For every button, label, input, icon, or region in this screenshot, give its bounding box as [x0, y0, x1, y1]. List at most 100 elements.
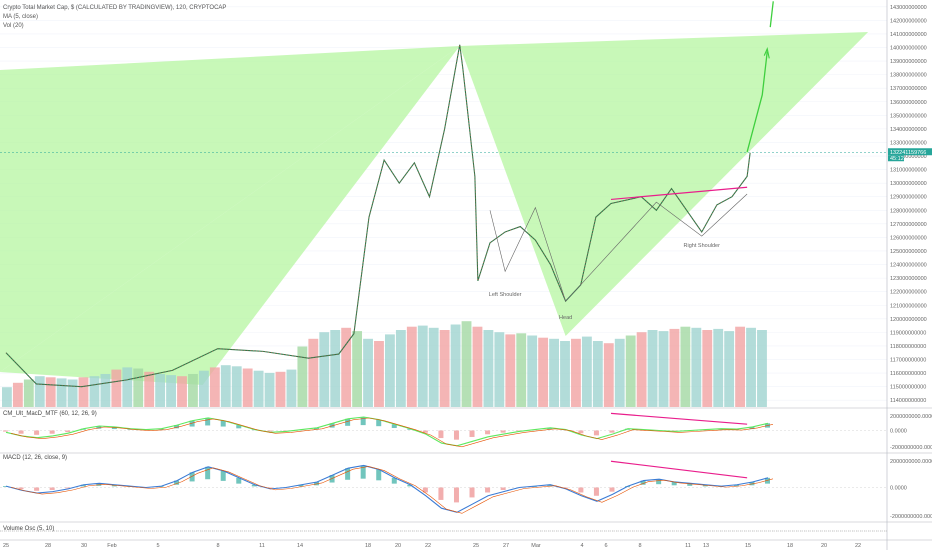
- indicator-histogram-bar: [438, 487, 444, 500]
- volume-bar: [560, 341, 570, 407]
- volume-bar: [231, 366, 242, 407]
- indicator-histogram-bar: [407, 428, 413, 430]
- ma-line: [5, 44, 751, 387]
- indicator-histogram-bar: [80, 484, 86, 487]
- indicator-tick-label: -2000000000.0000: [890, 514, 932, 520]
- volume-bar: [395, 330, 406, 407]
- indicator-histogram-bar: [49, 430, 55, 434]
- volume-bar: [188, 374, 198, 407]
- volume-bar: [658, 331, 669, 407]
- volume-bar: [89, 376, 100, 407]
- indicator-histogram-bar: [547, 427, 553, 430]
- resistance-line: [610, 186, 748, 201]
- volume-bar: [2, 387, 12, 407]
- volume-bar: [144, 371, 155, 407]
- pattern-leg-ab: [0, 46, 460, 385]
- time-tick-label: 6: [604, 543, 607, 549]
- indicator-histogram-bar: [314, 427, 320, 430]
- price-tick-label: 118000000000: [890, 344, 926, 350]
- indicator-histogram-bar: [578, 430, 584, 434]
- volume-bar: [352, 331, 363, 407]
- time-tick-label: 4: [580, 543, 583, 549]
- indicator-histogram-bar: [174, 480, 180, 485]
- indicator-histogram-bar: [547, 484, 553, 487]
- indicator-3-label: Volume Osc (5, 10): [3, 526, 55, 532]
- time-tick-label: 18: [365, 543, 371, 549]
- indicator-histogram-bar: [500, 487, 506, 490]
- indicator-histogram-bar: [749, 426, 755, 430]
- indicator-histogram-bar: [220, 470, 226, 481]
- volume-bar: [746, 327, 756, 407]
- divergence-line: [610, 460, 748, 479]
- indicator-histogram-bar: [671, 430, 677, 432]
- volume-bar: [757, 330, 767, 407]
- time-tick-label: 13: [703, 543, 709, 549]
- volume-bar: [691, 327, 702, 407]
- indicator-histogram-bar: [174, 425, 180, 429]
- indicator-histogram-bar: [422, 487, 428, 493]
- volume-bar: [34, 376, 45, 407]
- indicator-signal-line: [10, 417, 774, 448]
- indicator-histogram-bar: [18, 430, 24, 434]
- price-tick-label: 136000000000: [890, 100, 927, 106]
- indicator-histogram-bar: [640, 480, 646, 485]
- volume-bar: [417, 325, 428, 407]
- divergence-line: [610, 412, 748, 425]
- time-tick-label: 22: [425, 543, 431, 549]
- volume-bar: [133, 368, 144, 407]
- indicator-tick-label: 2000000000.0000: [890, 414, 932, 420]
- indicator-histogram-bar: [65, 487, 71, 489]
- price-tick-label: 142000000000: [890, 18, 927, 24]
- pattern-leg-cd: [459, 32, 869, 336]
- price-tick-label: 139000000000: [890, 59, 927, 65]
- price-tick-label: 137000000000: [890, 86, 927, 92]
- indicator-histogram-bar: [360, 417, 366, 426]
- indicator-histogram-bar: [111, 484, 117, 487]
- indicator-histogram-bar: [422, 430, 428, 433]
- price-tick-label: 120000000000: [890, 317, 927, 323]
- volume-bar: [461, 321, 472, 407]
- volume-bar: [100, 374, 111, 407]
- indicator-histogram-bar: [205, 417, 211, 426]
- indicator-histogram-bar: [189, 472, 195, 482]
- price-axis-bg: [887, 0, 932, 550]
- indicator-histogram-bar: [593, 487, 599, 496]
- indicator-histogram-bar: [345, 468, 351, 480]
- price-tick-label: 138000000000: [890, 73, 927, 79]
- volume-bar: [177, 376, 187, 407]
- indicator-tick-label: 2000000000.0000: [890, 459, 932, 465]
- volume-bar: [494, 332, 505, 407]
- volume-bar: [527, 335, 538, 407]
- indicator-histogram-bar: [407, 484, 413, 487]
- volume-bar: [483, 330, 494, 407]
- legend-symbol: Crypto Total Market Cap, $ (CALCULATED B…: [3, 5, 227, 11]
- volume-bar: [264, 372, 275, 407]
- indicator-tick-label: 0.0000: [890, 486, 907, 492]
- volume-bar: [122, 367, 133, 407]
- volume-bar: [155, 374, 166, 407]
- left-shoulder-label: Left Shoulder: [489, 292, 522, 298]
- indicator-1-label: CM_Ult_MacD_MTF (60, 12, 26, 9): [3, 411, 97, 417]
- indicator-histogram-bar: [391, 477, 397, 484]
- indicator-histogram-bar: [765, 477, 770, 484]
- volume-bar: [428, 327, 439, 407]
- time-tick-label: 25: [3, 543, 9, 549]
- indicator-histogram-bar: [220, 420, 226, 427]
- indicator-line: [5, 464, 769, 513]
- volume-bar: [516, 333, 527, 407]
- indicator-histogram-bar: [391, 424, 397, 428]
- price-tick-label: 116000000000: [890, 371, 926, 377]
- time-tick-label: 20: [395, 543, 401, 549]
- indicator-histogram-bar: [469, 487, 475, 498]
- indicator-histogram-bar: [251, 484, 257, 487]
- volume-bar: [472, 326, 483, 407]
- head-shoulders-outline: [489, 193, 748, 302]
- price-tick-label: 134000000000: [890, 127, 927, 133]
- countdown-label: 45:12: [890, 156, 904, 162]
- legend-ma: MA (5, close): [3, 14, 39, 20]
- indicator-histogram-bar: [516, 430, 522, 432]
- price-tick-label: 123000000000: [890, 276, 927, 282]
- indicator-histogram-bar: [18, 487, 24, 490]
